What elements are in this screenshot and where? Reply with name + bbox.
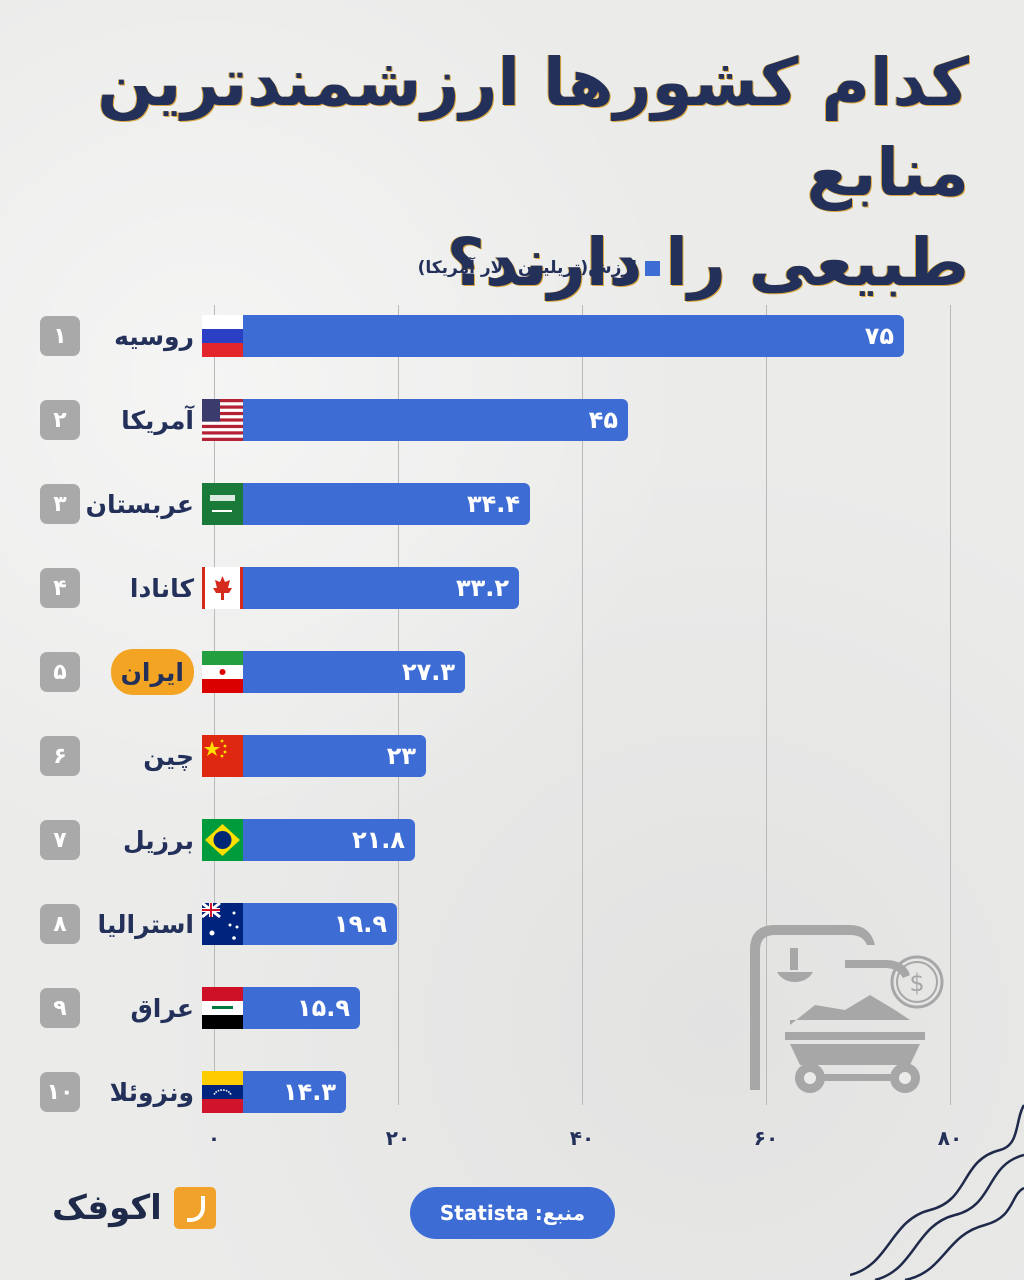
bar: ۲۱.۸ xyxy=(214,819,415,861)
country-label: برزیل xyxy=(122,825,194,855)
bar: ۴۵ xyxy=(214,399,628,441)
rank-badge: ۱۰ xyxy=(40,1072,80,1112)
usa-flag-icon xyxy=(202,399,243,441)
bar-row: ۲ آمریکا ۴۵ xyxy=(0,399,1024,441)
chart-legend: ارزش(تریلیون دلار آمریکا) xyxy=(370,258,660,278)
brazil-flag-icon xyxy=(202,819,243,861)
rank-badge: ۵ xyxy=(40,652,80,692)
bar: ۷۵ xyxy=(214,315,904,357)
x-tick-label: ۶۰ xyxy=(753,1126,779,1150)
bar: ۳۳.۲ xyxy=(214,567,519,609)
bar: ۲۳ xyxy=(214,735,426,777)
country-label: ونزوئلا xyxy=(109,1077,194,1107)
bar: ۳۴.۴ xyxy=(214,483,530,525)
legend-label: ارزش(تریلیون دلار آمریکا) xyxy=(417,258,637,278)
bar-row: ۹ عراق ۱۵.۹ xyxy=(0,987,1024,1029)
x-tick-label: ۲۰ xyxy=(385,1126,411,1150)
x-tick-label: ۴۰ xyxy=(569,1126,595,1150)
brand-logo: اکوفک xyxy=(52,1187,216,1229)
rank-badge: ۲ xyxy=(40,400,80,440)
bar-row: ۶ چین ۲۳ xyxy=(0,735,1024,777)
country-label: عربستان xyxy=(85,489,194,519)
bar: ۲۷.۳ xyxy=(214,651,465,693)
saudi-arabia-flag-icon xyxy=(202,483,243,525)
bar-row: ۸ استرالیا ۱۹.۹ xyxy=(0,903,1024,945)
country-label: آمریکا xyxy=(121,405,194,435)
source-badge: منبع: Statista xyxy=(410,1187,615,1239)
china-flag-icon xyxy=(202,735,243,777)
gridline-20 xyxy=(398,305,399,1105)
bar: ۱۹.۹ xyxy=(214,903,397,945)
canada-flag-icon xyxy=(202,567,243,609)
country-label: استرالیا xyxy=(97,909,194,939)
svg-text:$: $ xyxy=(909,969,924,997)
rank-badge: ۴ xyxy=(40,568,80,608)
country-label: ایران xyxy=(110,649,194,695)
bar-row: ۱۰ ونزوئلا ۱۴.۳ xyxy=(0,1071,1024,1113)
country-label: روسیه xyxy=(114,321,194,351)
title-line-1: کدام کشورها ارزشمندترین منابع xyxy=(97,44,969,211)
title-line-2: طبیعی را دارند؟ xyxy=(446,224,969,301)
bar-row: ۵ ایران ۲۷.۳ xyxy=(0,649,1024,695)
gridline-60 xyxy=(766,305,767,1105)
country-label: کانادا xyxy=(129,573,194,603)
gridline-80 xyxy=(950,305,951,1105)
rank-badge: ۶ xyxy=(40,736,80,776)
wave-decoration xyxy=(850,1104,1024,1280)
mining-cart-icon: $ xyxy=(750,925,944,1093)
iraq-flag-icon xyxy=(202,987,243,1029)
legend-swatch xyxy=(645,260,660,276)
rank-badge: ۹ xyxy=(40,988,80,1028)
page-title: کدام کشورها ارزشمندترین منابع طبیعی را د… xyxy=(49,38,969,308)
bar-row: ۳ عربستان ۳۴.۴ xyxy=(0,483,1024,525)
logo-mark-icon xyxy=(173,1187,216,1229)
gridline-40 xyxy=(582,305,583,1105)
gridline-0 xyxy=(214,305,215,1105)
logo-text: اکوفک xyxy=(52,1188,162,1228)
rank-badge: ۳ xyxy=(40,484,80,524)
bar-row: ۴ کانادا ۳۳.۲ xyxy=(0,567,1024,609)
rank-badge: ۱ xyxy=(40,316,80,356)
source-name: Statista xyxy=(439,1201,529,1225)
country-label: عراق xyxy=(130,993,194,1023)
iran-flag-icon xyxy=(202,651,243,693)
russia-flag-icon xyxy=(202,315,243,357)
rank-badge: ۷ xyxy=(40,820,80,860)
australia-flag-icon xyxy=(202,903,243,945)
x-tick-label: ۰ xyxy=(207,1126,221,1150)
source-label: منبع: xyxy=(534,1201,586,1225)
rank-badge: ۸ xyxy=(40,904,80,944)
bar-row: ۱ روسیه ۷۵ xyxy=(0,315,1024,357)
bar-row: ۷ برزیل ۲۱.۸ xyxy=(0,819,1024,861)
country-label: چین xyxy=(143,741,194,771)
x-tick-label: ۸۰ xyxy=(937,1126,963,1150)
venezuela-flag-icon xyxy=(202,1071,243,1113)
